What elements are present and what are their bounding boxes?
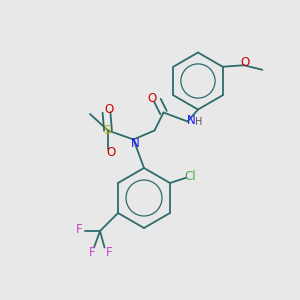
Text: S: S <box>103 124 110 137</box>
Text: O: O <box>148 92 157 105</box>
Text: F: F <box>106 245 112 259</box>
Text: N: N <box>187 113 196 127</box>
Text: F: F <box>76 223 83 236</box>
Text: N: N <box>130 137 140 150</box>
Text: H: H <box>195 117 202 128</box>
Text: O: O <box>106 146 116 159</box>
Text: Cl: Cl <box>184 169 196 183</box>
Text: O: O <box>104 103 113 116</box>
Text: F: F <box>89 245 96 259</box>
Text: O: O <box>240 56 249 69</box>
